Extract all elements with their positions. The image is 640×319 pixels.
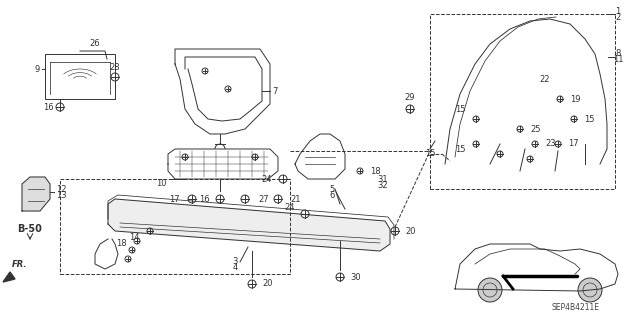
Text: FR.: FR. — [12, 260, 28, 269]
Text: 27: 27 — [258, 195, 269, 204]
Text: 6: 6 — [330, 190, 335, 199]
Text: 15: 15 — [456, 105, 466, 114]
Text: 20: 20 — [262, 279, 273, 288]
Text: 24: 24 — [285, 203, 295, 211]
Text: 32: 32 — [378, 181, 388, 189]
Text: 8: 8 — [615, 49, 621, 58]
Text: 15: 15 — [456, 145, 466, 153]
Text: 9: 9 — [35, 64, 40, 73]
Text: 11: 11 — [612, 56, 623, 64]
Text: 13: 13 — [56, 190, 67, 199]
Text: 19: 19 — [570, 94, 580, 103]
Text: 24: 24 — [262, 174, 272, 183]
Text: 5: 5 — [330, 184, 335, 194]
Text: 17: 17 — [568, 139, 579, 149]
Bar — [430, 14, 615, 189]
Circle shape — [478, 278, 502, 302]
Text: 28: 28 — [109, 63, 120, 71]
Text: 17: 17 — [170, 195, 180, 204]
Text: 21: 21 — [290, 195, 301, 204]
Text: 14: 14 — [129, 233, 140, 241]
Text: 30: 30 — [350, 272, 360, 281]
Polygon shape — [22, 177, 50, 211]
Text: 18: 18 — [370, 167, 381, 175]
Text: 23: 23 — [545, 139, 556, 149]
Text: 22: 22 — [540, 75, 550, 84]
Text: SEP4B4211E: SEP4B4211E — [551, 302, 599, 311]
Circle shape — [578, 278, 602, 302]
Text: 4: 4 — [232, 263, 237, 271]
Text: 1: 1 — [616, 6, 621, 16]
Text: 16: 16 — [200, 195, 210, 204]
Text: 20: 20 — [405, 226, 415, 235]
Text: 15: 15 — [584, 115, 595, 123]
Text: 25: 25 — [530, 124, 541, 133]
Text: B-50: B-50 — [17, 224, 42, 234]
Bar — [45, 54, 115, 99]
Text: 2: 2 — [616, 12, 621, 21]
Bar — [60, 179, 290, 274]
Text: 18: 18 — [116, 239, 127, 248]
Text: 26: 26 — [90, 40, 100, 48]
Polygon shape — [108, 199, 390, 251]
Text: 29: 29 — [404, 93, 415, 101]
Text: 16: 16 — [43, 102, 53, 112]
Text: 15: 15 — [425, 150, 435, 159]
Text: 7: 7 — [272, 86, 277, 95]
Text: 10: 10 — [157, 180, 167, 189]
Text: 3: 3 — [232, 256, 237, 265]
Text: 31: 31 — [378, 174, 388, 183]
Polygon shape — [3, 272, 15, 282]
Text: 12: 12 — [56, 184, 67, 194]
